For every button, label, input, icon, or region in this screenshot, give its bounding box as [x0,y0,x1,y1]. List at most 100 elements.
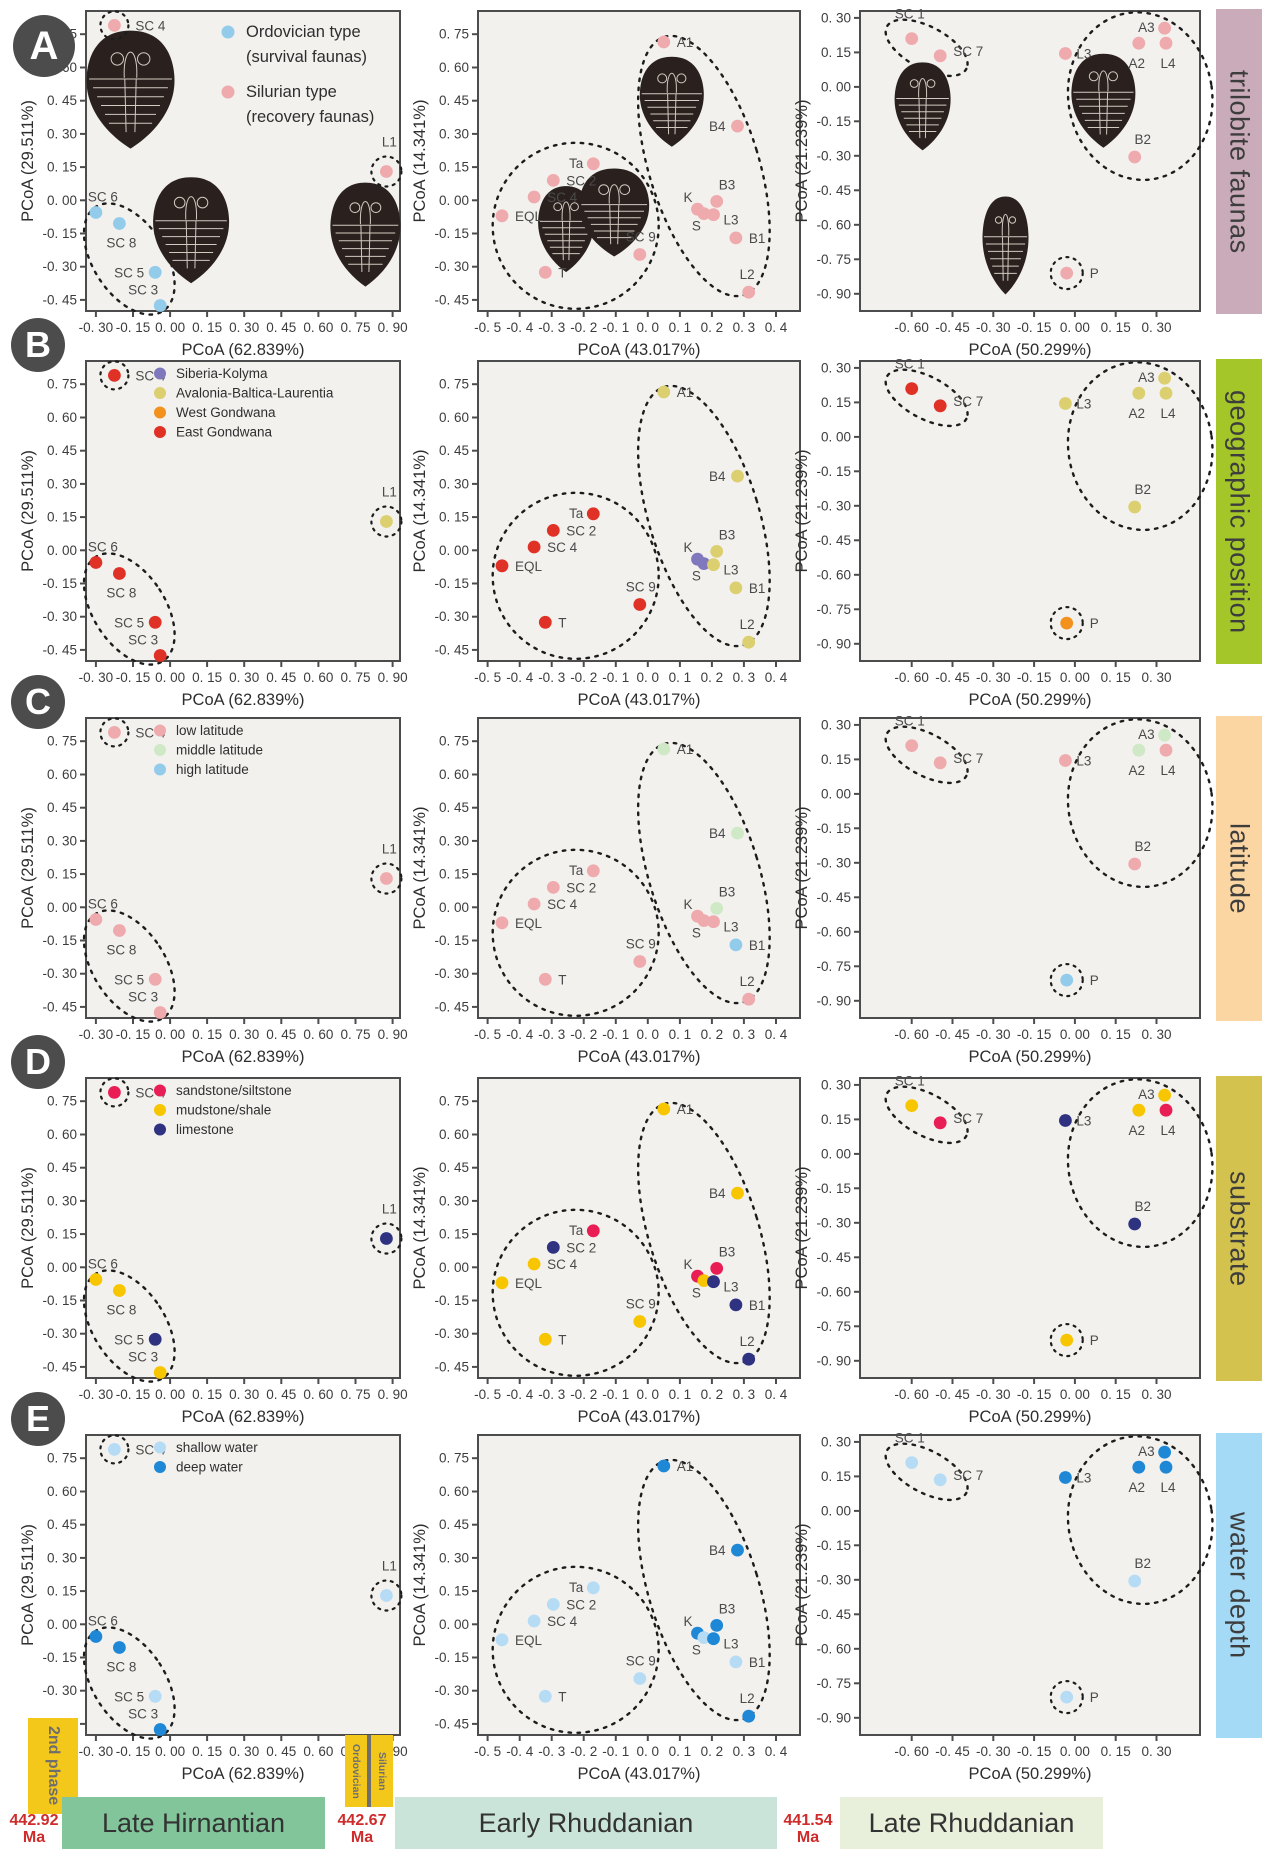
data-point-P: P [1049,1679,1099,1715]
marker-dot [933,1116,947,1130]
marker-dot [710,1262,724,1275]
svg-text:-0. 30: -0. 30 [976,320,1011,335]
svg-text:-0. 5: -0. 5 [474,670,501,685]
svg-text:0. 30: 0. 30 [439,833,469,848]
highlight-circle [99,1077,130,1108]
plot-C-right: -0. 60 -0. 45 -0. 30 -0. 15 0. 00 0. 15 0. 30 0… [793,714,1214,1066]
point-label: S [692,1286,701,1301]
marker-dot [1059,1471,1072,1484]
point-label: SC 2 [566,173,596,188]
data-point-L1: L1 [370,1559,403,1612]
svg-text:0. 1: 0. 1 [669,1744,692,1759]
marker-dot [933,756,947,770]
point-label: L1 [382,1202,397,1217]
point-label: EQL [515,916,543,931]
point-label: SC 5 [114,972,144,987]
data-point-B1: B1 [729,581,766,596]
marker-dot [933,1473,947,1487]
point-label: L3 [724,563,739,578]
svg-text:0. 0: 0. 0 [637,1387,660,1402]
svg-text:0. 60: 0. 60 [303,670,333,685]
svg-text:0. 75: 0. 75 [47,1094,77,1109]
svg-text:-0. 1: -0. 1 [602,1744,629,1759]
cluster-ellipse [491,491,660,660]
data-point-A2: A2 [1129,1103,1146,1138]
ordovician-silurian-boundary-badge: Ordovician Silurian [345,1735,393,1807]
axis-ticks [80,740,394,1024]
svg-text:0. 30: 0. 30 [1141,1387,1171,1402]
svg-text:0. 15: 0. 15 [192,320,222,335]
cluster-ellipse [491,1208,660,1378]
y-axis-title: PCoA (14.341%) [411,1524,429,1647]
svg-text:0. 45: 0. 45 [266,1744,296,1759]
svg-text:-0. 30: -0. 30 [816,855,851,870]
data-point-B1: B1 [729,231,765,246]
panel-letter-e: E [11,1392,65,1446]
svg-text:-0. 30: -0. 30 [434,259,469,274]
marker-dot [586,864,600,878]
svg-text:0. 45: 0. 45 [47,443,77,458]
marker-dot [148,972,162,986]
svg-text:0. 00: 0. 00 [439,1260,469,1275]
data-point-SC-7: SC 7 [933,394,983,413]
svg-text:0. 60: 0. 60 [303,1027,333,1042]
marker-dot [729,1655,743,1669]
svg-text:-0. 45: -0. 45 [935,320,970,335]
point-label: EQL [515,1633,543,1648]
marker-dot [380,872,393,885]
svg-text:-0. 30: -0. 30 [816,148,851,163]
marker-dot [633,248,647,261]
svg-text:0. 0: 0. 0 [637,1744,660,1759]
x-axis-title: PCoA (43.017%) [578,341,701,359]
data-point-P: P [1049,1322,1099,1358]
trilobite-silhouette [894,62,951,151]
data-point-A2: A2 [1129,743,1146,778]
svg-text:-0. 30: -0. 30 [79,1387,114,1402]
svg-text:-0. 2: -0. 2 [570,1744,597,1759]
svg-text:0. 2: 0. 2 [701,670,724,685]
marker-dot [1060,1690,1074,1704]
point-label: SC 7 [953,44,983,59]
data-point-B4: B4 [709,1186,744,1201]
highlight-circle [370,1222,403,1255]
point-label: S [692,569,701,584]
axis-tick-labels: -0. 60 -0. 45 -0. 30 -0. 15 0. 00 0. 15 0. 30 0… [816,1077,1171,1402]
point-label: P [1090,1333,1099,1348]
marker-dot [538,1332,552,1346]
data-point-L4: L4 [1159,743,1176,778]
marker-dot [153,299,167,312]
point-label: A1 [677,742,694,757]
panel-letter-b: B [11,318,65,372]
svg-text:-0. 45: -0. 45 [42,1359,77,1374]
axis-tick-labels: -0. 5 -0. 4 -0. 3 -0. 2 -0. 1 0. 0 0. 1 0. 2 0. … [434,1094,787,1402]
svg-text:-0. 15: -0. 15 [42,1650,77,1665]
plot-E-right: -0. 60 -0. 45 -0. 30 -0. 15 0. 00 0. 15 0. 30 0… [793,1431,1214,1783]
date-value: 442.67 [337,1812,387,1829]
marker-dot [729,581,743,595]
svg-text:0. 30: 0. 30 [821,360,851,375]
marker-dot [657,1459,671,1473]
svg-text:0. 90: 0. 90 [378,320,408,335]
data-point-Ta: Ta [569,1223,600,1238]
point-label: B4 [709,1186,726,1201]
point-label: L3 [724,1637,739,1652]
marker-dot [710,902,724,915]
legend-swatch [154,763,166,776]
data-point-A3: A3 [1138,370,1171,385]
svg-text:0. 00: 0. 00 [47,193,77,208]
point-label: B1 [749,581,766,596]
marker-dot [707,558,720,572]
point-label: Ta [569,863,584,878]
data-point-B2: B2 [1128,839,1151,871]
svg-text:0. 15: 0. 15 [1101,1387,1131,1402]
svg-text:-0. 4: -0. 4 [506,1744,534,1759]
svg-text:0. 15: 0. 15 [47,510,77,525]
svg-text:0. 4: 0. 4 [765,1387,788,1402]
svg-text:-0. 45: -0. 45 [816,1607,851,1622]
axis-ticks [854,1083,1158,1384]
svg-text:0. 15: 0. 15 [439,867,469,882]
marker-dot [633,598,647,611]
y-axis-title: PCoA (29.511%) [19,450,37,572]
marker-dot [546,881,560,894]
point-label: SC 9 [626,1297,656,1312]
